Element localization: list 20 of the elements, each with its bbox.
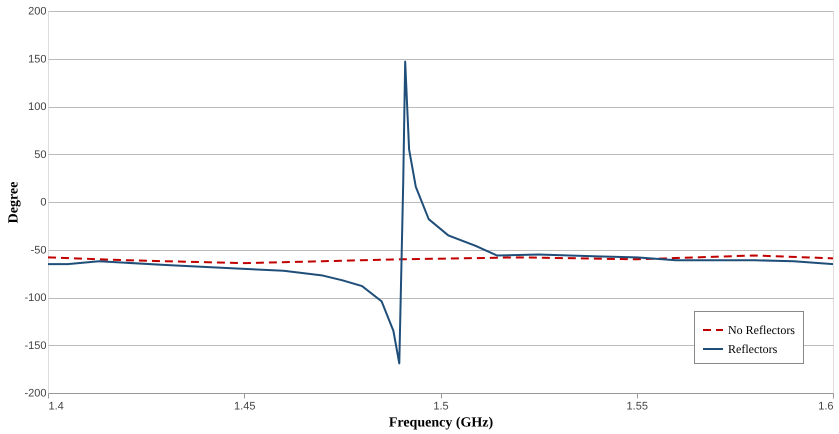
legend-label: No Reflectors xyxy=(728,323,796,337)
x-tick-label: 1.55 xyxy=(626,400,648,412)
y-tick-label: -100 xyxy=(24,292,46,304)
y-tick-label: 100 xyxy=(28,101,46,113)
y-tick-label: -150 xyxy=(24,340,46,352)
x-tick-label: 1.45 xyxy=(234,400,256,412)
y-axis-title: Degree xyxy=(6,182,22,224)
y-tick-label: -200 xyxy=(24,388,46,400)
x-axis-title: Frequency (GHz) xyxy=(388,416,494,430)
y-tick-label: 150 xyxy=(28,53,46,66)
y-tick-label: 0 xyxy=(40,196,46,208)
y-tick-label: 50 xyxy=(34,148,46,161)
line-series xyxy=(47,254,834,264)
line-series xyxy=(47,60,834,364)
x-tick-label: 1.6 xyxy=(818,400,834,412)
legend-label: Reflectors xyxy=(728,342,778,356)
y-tick-label: 200 xyxy=(28,6,46,18)
x-tick-label: 1.5 xyxy=(433,400,449,412)
y-tick-label: -50 xyxy=(30,244,46,256)
x-tick-label: 1.4 xyxy=(48,400,64,412)
